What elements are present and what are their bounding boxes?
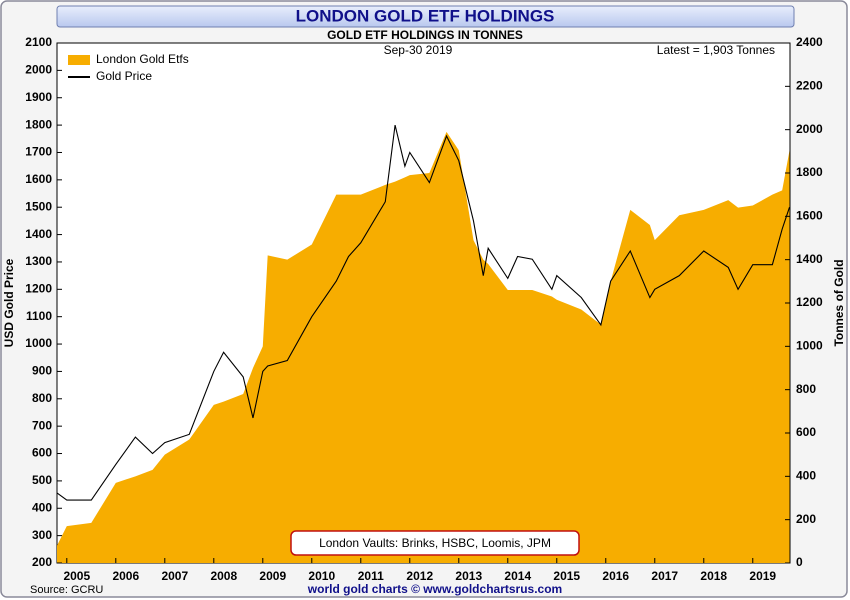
y-tick-label: 1100	[26, 309, 52, 323]
x-tick-label: 2006	[112, 569, 139, 583]
x-tick-label: 2008	[210, 569, 237, 583]
y-tick-label: 1600	[25, 172, 52, 186]
y2-tick-label: 2400	[796, 35, 823, 49]
x-tick-label: 2011	[358, 569, 384, 583]
y-tick-label: 500	[32, 473, 52, 487]
y2-tick-label: 600	[796, 425, 816, 439]
y-tick-label: 1000	[25, 336, 52, 350]
x-tick-label: 2010	[308, 569, 335, 583]
y-tick-label: 2000	[25, 63, 52, 77]
x-tick-label: 2009	[259, 569, 286, 583]
y-tick-label: 900	[32, 364, 52, 378]
x-tick-label: 2012	[406, 569, 433, 583]
x-tick-label: 2014	[504, 569, 531, 583]
annotation: London Vaults: Brinks, HSBC, Loomis, JPM	[319, 536, 551, 550]
y2-tick-label: 1800	[796, 165, 823, 179]
y-tick-label: 1400	[25, 227, 52, 241]
y2-tick-label: 2000	[796, 122, 823, 136]
x-tick-label: 2007	[161, 569, 188, 583]
chart-title: LONDON GOLD ETF HOLDINGS	[296, 6, 555, 25]
y-tick-label: 300	[32, 528, 52, 542]
y2-tick-label: 1600	[796, 209, 823, 223]
x-tick-label: 2019	[749, 569, 776, 583]
annotation-box	[290, 530, 580, 556]
x-tick-label: 2013	[455, 569, 482, 583]
y-tick-label: 700	[32, 418, 52, 432]
legend-label: London Gold Etfs	[96, 52, 189, 66]
y-tick-label: 1300	[25, 254, 52, 268]
y-tick-label: 1800	[25, 117, 52, 131]
marks	[56, 124, 791, 564]
y-tick-label: 2100	[25, 35, 52, 49]
y2-tick-label: 800	[796, 382, 816, 396]
area	[57, 131, 790, 564]
x-tick-label: 2017	[651, 569, 678, 583]
y2-tick-label: 1200	[796, 295, 823, 309]
latest-label: Latest = 1,903 Tonnes	[657, 43, 775, 57]
x-tick-label: 2015	[553, 569, 580, 583]
y-tick-label: 1700	[25, 145, 52, 159]
x-tick-label: 2005	[63, 569, 90, 583]
y-axis-title: USD Gold Price	[2, 258, 16, 347]
date-label: Sep-30 2019	[384, 43, 453, 57]
title-bar	[56, 5, 795, 28]
subtitle: GOLD ETF HOLDINGS IN TONNES	[327, 28, 523, 42]
y-tick-label: 200	[32, 555, 52, 569]
y2-tick-label: 1400	[796, 252, 823, 266]
x-tick-label: 2016	[602, 569, 629, 583]
y-tick-label: 1200	[25, 281, 52, 295]
y2-tick-label: 400	[796, 469, 816, 483]
y-tick-label: 600	[32, 446, 52, 460]
y-tick-label: 1900	[25, 90, 52, 104]
y2-axis-title: Tonnes of Gold	[832, 259, 846, 346]
line	[56, 124, 791, 501]
y-tick-label: 400	[32, 500, 52, 514]
legend-label: Gold Price	[96, 69, 152, 83]
footer: world gold charts © www.goldchartsrus.co…	[307, 582, 562, 596]
y-tick-label: 1500	[25, 199, 52, 213]
y2-tick-label: 1000	[796, 339, 823, 353]
y2-tick-label: 200	[796, 512, 816, 526]
y-tick-label: 800	[32, 391, 52, 405]
source: Source: GCRU	[30, 584, 103, 596]
x-tick-label: 2018	[700, 569, 727, 583]
y2-tick-label: 2200	[796, 79, 823, 93]
y2-tick-label: 0	[796, 555, 803, 569]
legend-swatch	[68, 55, 90, 65]
